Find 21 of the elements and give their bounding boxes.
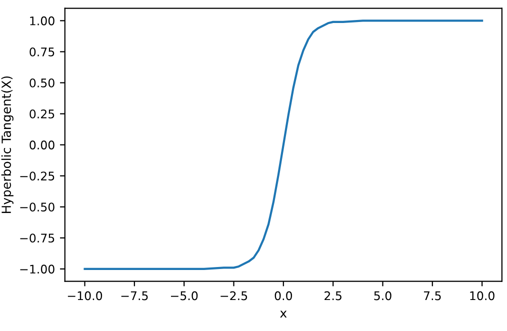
x-tick-label: 2.5	[324, 291, 342, 300]
x-tick-label: −10.0	[68, 291, 102, 300]
x-tick-label: 7.5	[424, 291, 441, 300]
y-tick-label: −1.00	[20, 264, 54, 274]
y-tick-label: −0.50	[20, 202, 54, 212]
x-axis-title: x	[280, 310, 287, 318]
y-tick-label: 0.50	[30, 78, 54, 88]
y-tick-label: 1.00	[30, 16, 54, 26]
line-series	[84, 20, 484, 270]
x-tick-label: −2.5	[220, 291, 248, 300]
x-tick-label: 5.0	[374, 291, 392, 300]
y-tick-label: 0.00	[30, 140, 54, 150]
x-tick-label: 0.0	[274, 291, 292, 300]
y-tick-label: 0.25	[30, 110, 54, 118]
x-tick-label: −5.0	[171, 291, 198, 300]
y-tick-label: −0.75	[20, 234, 54, 243]
y-axis-title: Hyperbolic Tangent(X)	[1, 76, 14, 214]
y-tick-label: 0.75	[30, 47, 54, 56]
x-tick-label: 10.0	[470, 291, 494, 300]
y-tick-label: −0.25	[20, 172, 54, 180]
x-tick-label: −7.5	[121, 291, 148, 300]
